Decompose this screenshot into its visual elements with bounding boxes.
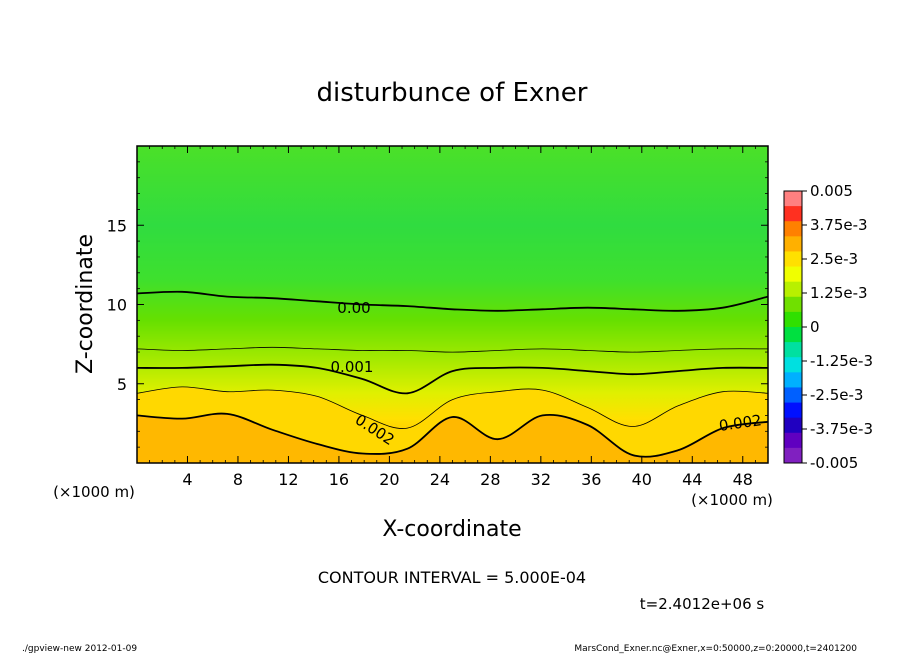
colorbar-tick-label-0: 0.005 [810,182,853,200]
colorbar-swatch-7 [784,296,802,313]
colorbar-swatch-10 [784,342,802,358]
x-tick-label-0: 4 [182,470,192,489]
colorbar-tick-label-6: -2.5e-3 [810,386,863,404]
colorbar-tick-label-2: 2.5e-3 [810,250,858,268]
colorbar-swatch-4 [784,251,802,267]
colorbar-swatch-12 [784,372,802,388]
x-tick-label-6: 28 [480,470,500,489]
colorbar-swatch-3 [784,236,802,252]
contour-lines [137,290,768,458]
contour-line-2 [137,363,768,395]
colorbar-swatch-11 [784,357,802,373]
contour-line-3 [137,386,768,429]
colorbar-tick-label-4: 0 [810,318,820,336]
band-4 [137,413,768,463]
x-unit-left: (×1000 m) [53,483,135,501]
x-tick-label-3: 16 [329,470,349,489]
colorbar-tick-label-7: -3.75e-3 [810,420,873,438]
x-tick-label-2: 12 [278,470,298,489]
colorbar-swatch-2 [784,221,802,237]
footer-right: MarsCond_Exner.nc@Exner,x=0:50000,z=0:20… [574,644,857,654]
colorbar-swatch-0 [784,191,802,207]
chart-title: disturbunce of Exner [317,78,588,108]
contour-label-0: 0.00 [337,299,370,317]
time-label: t=2.4012e+06 s [640,595,765,613]
contour-line-0 [137,290,768,312]
colorbar-swatch-8 [784,311,802,328]
colorbar-tick-label-1: 3.75e-3 [810,216,868,234]
x-tick-label-9: 40 [632,470,652,489]
contour-line-1 [137,346,768,353]
colorbar-tick-label-3: 1.25e-3 [810,284,868,302]
plot-area [137,146,768,463]
x-tick-label-10: 44 [682,470,702,489]
x-tick-label-7: 32 [531,470,551,489]
x-tick-label-4: 20 [379,470,399,489]
colorbar-tick-label-5: -1.25e-3 [810,352,873,370]
colorbar: 0.005 3.75e-3 2.5e-3 1.25e-3 0 -1.25e-3 -2.5e-… [783,182,873,472]
colorbar-swatch-15 [784,417,802,434]
y-tick-label-0: 5 [117,375,127,394]
footer-left: ./gpview-new 2012-01-09 [22,644,137,654]
y-tick-label-2: 15 [107,216,127,235]
colorbar-swatch-14 [784,402,802,419]
colorbar-swatch-1 [784,206,802,222]
contour-label-3: 0.002 [718,411,763,435]
color-bands [137,386,768,463]
x-axis-label: X-coordinate [382,517,521,542]
contour-interval: CONTOUR INTERVAL = 5.000E-04 [318,568,586,587]
x-axis-ticks: 4 8 12 16 20 24 28 32 36 40 44 48 [149,146,756,489]
x-tick-label-11: 48 [733,470,753,489]
contour-label-1: 0.001 [331,358,374,376]
x-tick-label-8: 36 [581,470,601,489]
colorbar-swatch-9 [784,327,802,343]
x-unit-right: (×1000 m) [691,491,773,509]
colorbar-swatch-13 [784,387,802,403]
colorbar-swatch-6 [784,281,802,298]
y-tick-label-1: 10 [107,296,127,315]
y-axis-label: Z-coordinate [73,234,98,374]
colorbar-swatch-5 [784,266,802,283]
x-tick-label-1: 8 [233,470,243,489]
contour-line-4 [137,412,768,458]
colorbar-swatch-17 [784,447,802,464]
x-tick-label-5: 24 [430,470,450,489]
colorbar-tick-label-8: -0.005 [810,454,858,472]
colorbar-swatch-16 [784,432,802,449]
y-axis-ticks: 5 10 15 [107,161,768,448]
